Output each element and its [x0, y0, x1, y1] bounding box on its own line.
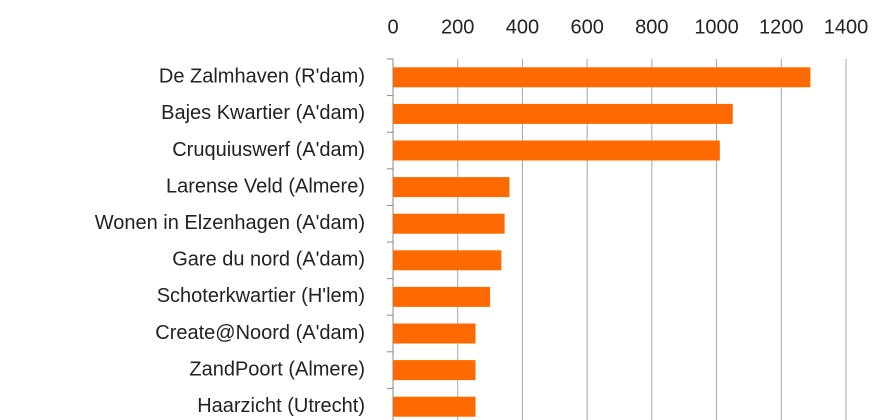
bar: [393, 360, 476, 381]
bar: [393, 67, 811, 88]
x-tick-label: 0: [387, 16, 398, 38]
y-tick-label: ZandPoort (Almere): [189, 358, 365, 380]
x-tick-label: 1400: [824, 16, 869, 38]
y-tick-label: Schoterkwartier (H'lem): [157, 285, 365, 307]
y-tick-label: De Zalmhaven (R'dam): [159, 66, 365, 88]
y-tick-label: Larense Veld (Almere): [166, 175, 365, 197]
x-tick-label: 200: [441, 16, 474, 38]
y-tick-label: Cruquiuswerf (A'dam): [172, 139, 365, 161]
x-tick-label: 1200: [759, 16, 804, 38]
y-tick-label: Haarzicht (Utrecht): [197, 395, 365, 417]
bar: [393, 396, 476, 417]
bar: [393, 323, 476, 344]
x-tick-label: 400: [506, 16, 539, 38]
x-tick-label: 800: [635, 16, 668, 38]
y-tick-label: Wonen in Elzenhagen (A'dam): [95, 212, 365, 234]
bar: [393, 286, 491, 307]
bar: [393, 177, 510, 198]
x-tick-label: 600: [570, 16, 603, 38]
bar: [393, 250, 502, 271]
y-tick-label: Create@Noord (A'dam): [155, 322, 365, 344]
bar: [393, 103, 733, 124]
y-tick-label: Gare du nord (A'dam): [172, 249, 365, 271]
x-tick-label: 1000: [694, 16, 739, 38]
y-tick-label: Bajes Kwartier (A'dam): [161, 102, 365, 124]
bar: [393, 213, 505, 234]
bar: [393, 140, 720, 161]
